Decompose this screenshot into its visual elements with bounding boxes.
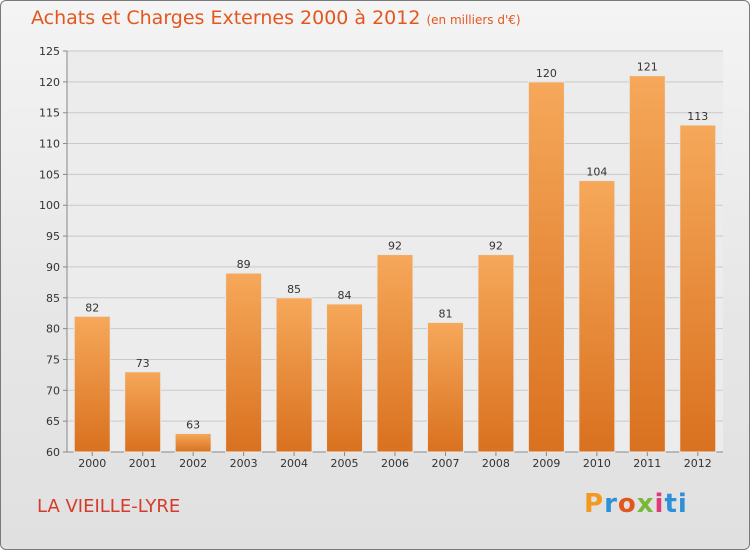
data-label: 85	[287, 283, 301, 296]
logo-letter: i	[654, 489, 665, 519]
data-label: 73	[136, 357, 150, 370]
logo-letter: o	[617, 489, 637, 519]
x-tick-label: 2012	[684, 457, 712, 470]
bar	[426, 321, 464, 453]
y-tick-label: 70	[46, 384, 60, 397]
bar	[679, 124, 717, 453]
logo-letter: ti	[664, 489, 688, 519]
bar	[124, 371, 162, 453]
data-label: 120	[536, 67, 557, 80]
x-tick-label: 2010	[583, 457, 611, 470]
data-label: 84	[338, 289, 352, 302]
y-tick-label: 115	[39, 107, 60, 120]
data-label: 121	[637, 61, 658, 74]
logo-letter: r	[604, 489, 618, 519]
data-label: 82	[85, 301, 99, 314]
x-tick-label: 2008	[482, 457, 510, 470]
y-tick-label: 65	[46, 415, 60, 428]
proxiti-logo: Proxiti	[584, 489, 688, 519]
y-tick-label: 90	[46, 261, 60, 274]
bar	[225, 272, 263, 453]
place-name: LA VIEILLE-LYRE	[37, 496, 181, 517]
bar	[275, 297, 313, 453]
x-tick-label: 2005	[331, 457, 359, 470]
bar	[326, 303, 364, 453]
y-tick-label: 75	[46, 353, 60, 366]
chart-unit: (en milliers d'€)	[426, 13, 521, 27]
x-tick-label: 2000	[78, 457, 106, 470]
data-label: 89	[237, 258, 251, 271]
x-tick-label: 2002	[179, 457, 207, 470]
bar	[73, 315, 111, 453]
data-label: 113	[687, 110, 708, 123]
y-tick-label: 120	[39, 76, 60, 89]
bar	[527, 81, 565, 453]
y-tick-label: 125	[39, 45, 60, 58]
data-label: 63	[186, 418, 200, 431]
y-tick-label: 85	[46, 292, 60, 305]
y-tick-label: 105	[39, 168, 60, 181]
logo-letter: P	[584, 489, 605, 519]
x-tick-label: 2011	[633, 457, 661, 470]
data-label: 92	[489, 240, 503, 253]
data-label: 92	[388, 240, 402, 253]
y-tick-label: 60	[46, 446, 60, 459]
data-label: 81	[438, 307, 452, 320]
data-label: 104	[586, 166, 607, 179]
bar	[477, 254, 515, 453]
x-tick-label: 2009	[532, 457, 560, 470]
bar	[174, 432, 212, 453]
x-tick-label: 2006	[381, 457, 409, 470]
x-tick-label: 2004	[280, 457, 308, 470]
logo-letter: x	[636, 489, 655, 519]
y-tick-label: 110	[39, 138, 60, 151]
bar	[376, 254, 414, 453]
x-tick-label: 2007	[431, 457, 459, 470]
y-tick-label: 80	[46, 323, 60, 336]
x-tick-label: 2001	[129, 457, 157, 470]
chart-title: Achats et Charges Externes 2000 à 2012 (e…	[31, 7, 521, 29]
x-tick-label: 2003	[230, 457, 258, 470]
bar	[578, 180, 616, 453]
y-tick-label: 95	[46, 230, 60, 243]
bar	[628, 75, 666, 453]
y-tick-label: 100	[39, 199, 60, 212]
chart-title-text: Achats et Charges Externes 2000 à 2012	[31, 7, 421, 29]
